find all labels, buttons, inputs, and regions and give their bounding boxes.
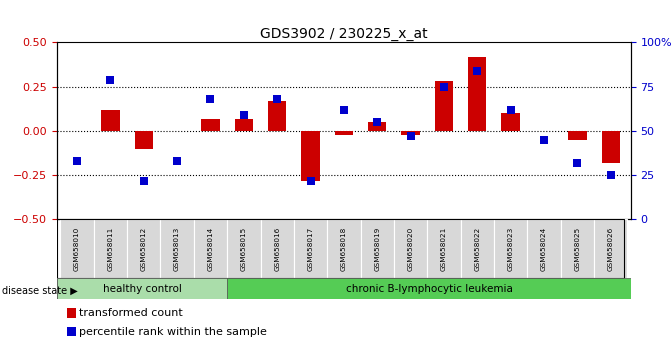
Point	[372, 119, 382, 125]
Bar	[101, 110, 119, 131]
Point	[439, 84, 450, 90]
Text: healthy control: healthy control	[103, 284, 182, 293]
Bar	[135, 131, 153, 149]
Bar	[201, 119, 219, 131]
Bar	[602, 131, 620, 163]
Text: GSM658026: GSM658026	[608, 227, 614, 271]
Text: GSM658017: GSM658017	[307, 227, 313, 271]
Text: disease state ▶: disease state ▶	[2, 286, 78, 296]
Bar	[401, 131, 420, 135]
Point	[338, 107, 349, 113]
Point	[238, 112, 249, 118]
Point	[539, 137, 550, 143]
Point	[205, 96, 216, 102]
Bar	[501, 113, 520, 131]
Point	[305, 178, 316, 183]
Point	[572, 160, 582, 166]
Title: GDS3902 / 230225_x_at: GDS3902 / 230225_x_at	[260, 28, 427, 41]
Bar	[235, 119, 253, 131]
Text: GSM658023: GSM658023	[508, 227, 514, 271]
Bar	[360, 219, 394, 278]
Point	[505, 107, 516, 113]
Bar	[194, 219, 227, 278]
Bar	[60, 219, 94, 278]
Text: GSM658012: GSM658012	[141, 227, 147, 271]
Point	[605, 172, 616, 178]
Bar	[468, 57, 486, 131]
Point	[472, 68, 482, 74]
Bar	[227, 278, 631, 299]
Point	[405, 133, 416, 139]
Bar	[94, 219, 127, 278]
Bar	[227, 219, 260, 278]
Text: GSM658021: GSM658021	[441, 227, 447, 271]
Text: GSM658024: GSM658024	[541, 227, 547, 271]
Text: percentile rank within the sample: percentile rank within the sample	[79, 327, 267, 337]
Bar	[301, 131, 319, 181]
Text: GSM658025: GSM658025	[574, 227, 580, 271]
Point	[105, 77, 116, 82]
Bar	[527, 219, 561, 278]
Bar	[327, 219, 360, 278]
Bar	[568, 131, 586, 140]
Point	[172, 158, 183, 164]
Text: GSM658010: GSM658010	[74, 227, 80, 271]
Bar	[435, 81, 453, 131]
Bar	[368, 122, 386, 131]
Bar	[394, 219, 427, 278]
Bar	[57, 278, 227, 299]
Bar	[160, 219, 194, 278]
Bar	[427, 219, 460, 278]
Text: GSM658016: GSM658016	[274, 227, 280, 271]
Bar	[260, 219, 294, 278]
Point	[72, 158, 83, 164]
Bar	[594, 219, 627, 278]
Text: GSM658014: GSM658014	[207, 227, 213, 271]
Point	[138, 178, 149, 183]
Bar	[127, 219, 160, 278]
Text: GSM658019: GSM658019	[374, 227, 380, 271]
Text: GSM658020: GSM658020	[407, 227, 413, 271]
Text: GSM658018: GSM658018	[341, 227, 347, 271]
Bar	[460, 219, 494, 278]
Bar	[335, 131, 353, 135]
Bar	[494, 219, 527, 278]
Text: GSM658011: GSM658011	[107, 227, 113, 271]
Text: transformed count: transformed count	[79, 308, 183, 318]
Text: chronic B-lymphocytic leukemia: chronic B-lymphocytic leukemia	[346, 284, 513, 293]
Text: GSM658013: GSM658013	[174, 227, 180, 271]
Text: GSM658015: GSM658015	[241, 227, 247, 271]
Bar	[561, 219, 594, 278]
Bar	[294, 219, 327, 278]
Bar	[268, 101, 287, 131]
Point	[272, 96, 282, 102]
Text: GSM658022: GSM658022	[474, 227, 480, 271]
